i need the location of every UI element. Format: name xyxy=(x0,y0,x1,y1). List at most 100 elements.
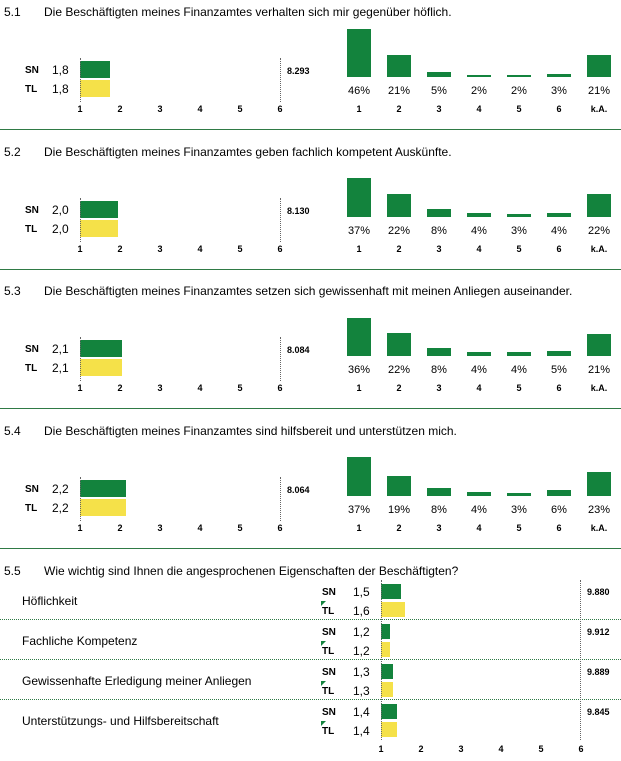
section-number: 5.5 xyxy=(4,564,21,578)
sn-label: SN xyxy=(25,65,39,76)
scale-tick-label: 3 xyxy=(458,744,464,754)
tl-mean-bar xyxy=(381,682,394,697)
tl-label: TL xyxy=(25,503,38,514)
note-marker xyxy=(321,641,326,646)
scale-tick-label: 5 xyxy=(237,244,243,254)
scale-tick-label: 6 xyxy=(578,744,584,754)
response-count: 9.889 xyxy=(587,667,610,677)
scale-tick-label: 4 xyxy=(197,523,203,533)
distribution-percent: 37% xyxy=(347,504,371,516)
tl-label: TL xyxy=(322,686,335,697)
distribution-category: k.A. xyxy=(590,244,608,254)
sn-mean: 1,8 xyxy=(52,63,69,77)
distribution-bar xyxy=(467,74,491,77)
distribution-bar xyxy=(347,178,371,217)
distribution-percent: 2% xyxy=(471,85,487,97)
distribution-percent: 36% xyxy=(347,364,371,376)
sn-mean: 1,4 xyxy=(353,705,370,719)
scale-tick-label: 1 xyxy=(77,244,83,254)
question-title: Die Beschäftigten meines Finanzamtes ver… xyxy=(44,5,452,19)
response-count: 8.293 xyxy=(287,66,310,76)
distribution-category: 5 xyxy=(516,523,522,533)
distribution-bar xyxy=(467,212,491,217)
sn-label: SN xyxy=(322,627,336,638)
axis-start-line xyxy=(80,198,81,242)
distribution-percent: 22% xyxy=(387,225,411,237)
scale-tick-label: 3 xyxy=(157,523,163,533)
tl-mean: 1,2 xyxy=(353,644,370,658)
tl-label: TL xyxy=(25,84,38,95)
section-separator xyxy=(0,269,621,270)
distribution-percent: 5% xyxy=(431,85,447,97)
tl-mean: 1,4 xyxy=(353,724,370,738)
attribute-label: Höflichkeit xyxy=(22,594,78,608)
distribution-bar xyxy=(427,71,451,77)
distribution-bar xyxy=(347,318,371,356)
distribution-category: 1 xyxy=(356,244,362,254)
distribution-category: 5 xyxy=(516,244,522,254)
row-separator xyxy=(0,699,621,700)
axis-start-line xyxy=(381,580,382,740)
section-number: 5.4 xyxy=(4,424,21,438)
distribution-percent: 22% xyxy=(387,364,411,376)
attribute-label: Fachliche Kompetenz xyxy=(22,634,138,648)
distribution-bar xyxy=(547,489,571,496)
axis-start-line xyxy=(80,477,81,521)
response-count: 8.084 xyxy=(287,345,310,355)
scale-tick-label: 3 xyxy=(157,104,163,114)
sn-mean-bar xyxy=(80,340,122,357)
sn-mean: 1,2 xyxy=(353,625,370,639)
distribution-percent: 4% xyxy=(471,504,487,516)
distribution-percent: 4% xyxy=(471,225,487,237)
distribution-bar xyxy=(387,55,411,77)
sn-mean-bar xyxy=(80,201,118,218)
section-number: 5.1 xyxy=(4,5,21,19)
distribution-category: 2 xyxy=(396,383,402,393)
tl-label: TL xyxy=(25,363,38,374)
distribution-bar xyxy=(467,491,491,496)
distribution-percent: 4% xyxy=(471,364,487,376)
tl-mean: 2,1 xyxy=(52,361,69,375)
distribution-category: 2 xyxy=(396,104,402,114)
tl-label: TL xyxy=(322,646,335,657)
response-count: 9.880 xyxy=(587,587,610,597)
distribution-bar xyxy=(347,457,371,496)
sn-mean-bar xyxy=(80,480,126,497)
section-separator xyxy=(0,129,621,130)
scale-tick-label: 4 xyxy=(197,244,203,254)
axis-start-line xyxy=(80,337,81,381)
question-title: Wie wichtig sind Ihnen die angesprochene… xyxy=(44,564,459,578)
row-separator xyxy=(0,619,621,620)
axis-end-line xyxy=(280,477,281,521)
tl-mean: 1,6 xyxy=(353,604,370,618)
distribution-bar xyxy=(427,208,451,217)
distribution-bar xyxy=(387,194,411,217)
distribution-category: 3 xyxy=(436,104,442,114)
distribution-percent: 4% xyxy=(511,364,527,376)
tl-mean: 2,0 xyxy=(52,222,69,236)
distribution-bar xyxy=(547,212,571,217)
scale-tick-label: 3 xyxy=(157,244,163,254)
sn-mean: 1,3 xyxy=(353,665,370,679)
distribution-percent: 3% xyxy=(551,85,567,97)
distribution-category: 4 xyxy=(476,244,482,254)
sn-label: SN xyxy=(322,667,336,678)
section-separator xyxy=(0,408,621,409)
distribution-percent: 37% xyxy=(347,225,371,237)
distribution-category: 1 xyxy=(356,383,362,393)
sn-mean-bar xyxy=(381,704,398,719)
distribution-bar xyxy=(347,29,371,77)
distribution-category: 6 xyxy=(556,383,562,393)
distribution-percent: 21% xyxy=(587,364,611,376)
scale-tick-label: 2 xyxy=(117,523,123,533)
distribution-category: 6 xyxy=(556,104,562,114)
sn-label: SN xyxy=(25,344,39,355)
distribution-percent: 8% xyxy=(431,504,447,516)
distribution-category: 1 xyxy=(356,523,362,533)
sn-mean-bar xyxy=(381,624,390,639)
sn-mean: 2,1 xyxy=(52,342,69,356)
distribution-percent: 21% xyxy=(387,85,411,97)
distribution-percent: 23% xyxy=(587,504,611,516)
distribution-bar xyxy=(507,492,531,496)
distribution-category: 4 xyxy=(476,523,482,533)
